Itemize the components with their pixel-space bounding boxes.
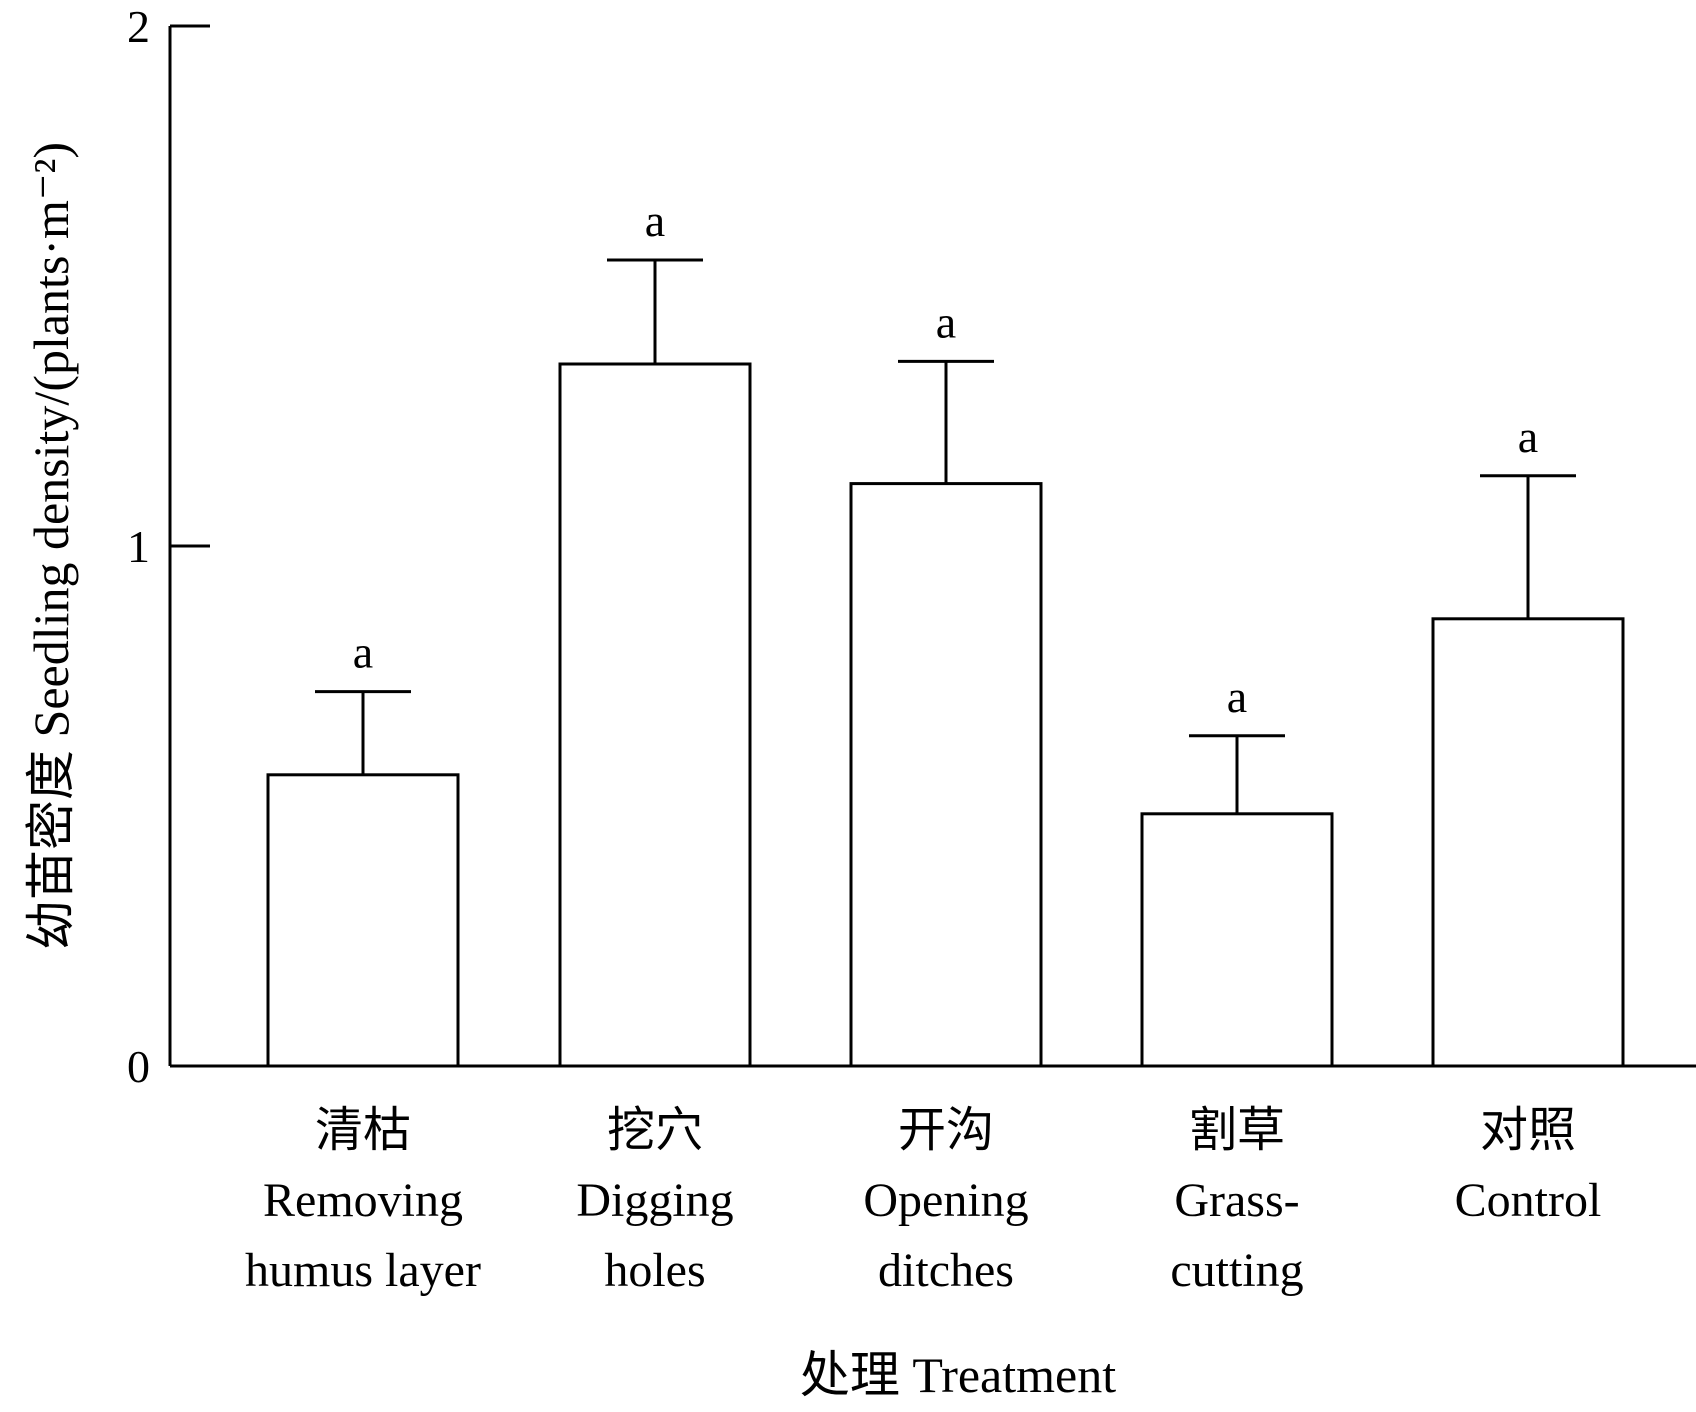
bar <box>849 482 1043 1068</box>
y-tick-label: 1 <box>127 521 150 572</box>
x-axis-title: 处理 Treatment <box>800 1347 1116 1403</box>
significance-labels: a a a a a <box>353 195 1538 722</box>
category-label-en: ditches <box>878 1244 1014 1297</box>
category-label-zh: 挖穴 <box>607 1104 703 1157</box>
category-label-en: Removing <box>263 1174 463 1227</box>
significance-label: a <box>936 296 956 347</box>
bar <box>1431 617 1625 1068</box>
category-label-en: humus layer <box>245 1244 481 1297</box>
category-label-en: Digging <box>576 1174 733 1227</box>
bars <box>266 362 1625 1068</box>
error-bars <box>315 258 1576 814</box>
category-label-en: Grass- <box>1174 1174 1299 1227</box>
bar <box>1140 812 1334 1068</box>
bar <box>558 362 752 1068</box>
category-label-zh: 清枯 <box>315 1104 411 1157</box>
category-label-zh: 开沟 <box>898 1104 994 1157</box>
bar <box>266 773 460 1068</box>
y-ticks: 0 1 2 <box>127 1 210 1092</box>
category-label-zh: 对照 <box>1480 1104 1576 1157</box>
significance-label: a <box>353 627 373 678</box>
y-tick-label: 0 <box>127 1041 150 1092</box>
significance-label: a <box>1518 411 1538 462</box>
category-label-en: Opening <box>863 1174 1028 1227</box>
category-label-en: Control <box>1455 1174 1602 1227</box>
significance-label: a <box>645 195 665 246</box>
y-tick-label: 2 <box>127 1 150 52</box>
category-label-zh: 割草 <box>1189 1104 1285 1157</box>
category-label-en: cutting <box>1170 1244 1303 1297</box>
y-axis-title: 幼苗密度 Seedling density/(plants·m⁻²) <box>23 142 79 950</box>
category-labels: 清枯 Removing humus layer 挖穴 Digging holes 开沟 Ope… <box>245 1104 1601 1297</box>
category-label-en: holes <box>604 1244 705 1297</box>
significance-label: a <box>1227 671 1247 722</box>
